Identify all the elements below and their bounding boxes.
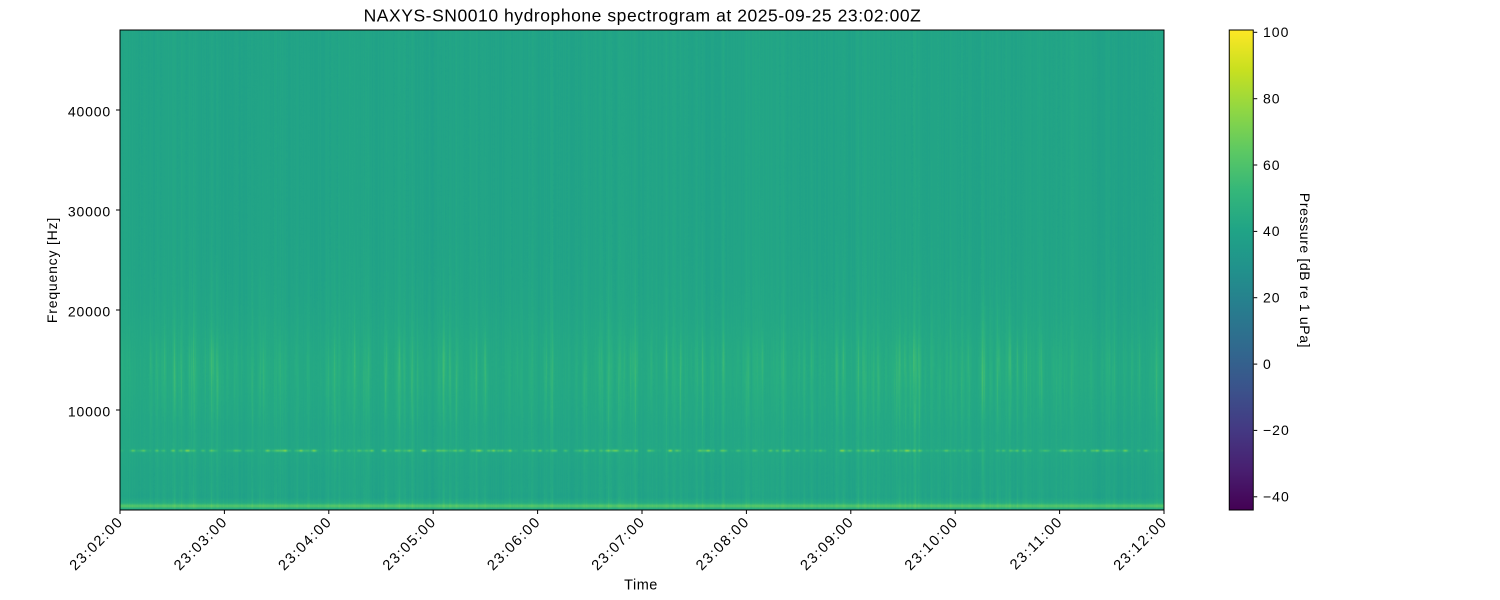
svg-text:23:07:00: 23:07:00 xyxy=(589,514,649,574)
svg-text:23:04:00: 23:04:00 xyxy=(276,514,336,574)
svg-text:40000: 40000 xyxy=(68,103,111,119)
svg-text:23:08:00: 23:08:00 xyxy=(693,514,753,574)
svg-text:0: 0 xyxy=(1263,356,1272,372)
svg-text:80: 80 xyxy=(1263,91,1281,107)
svg-text:23:03:00: 23:03:00 xyxy=(171,514,231,574)
svg-text:Pressure [dB re 1 uPa]: Pressure [dB re 1 uPa] xyxy=(1297,193,1313,348)
svg-text:23:11:00: 23:11:00 xyxy=(1007,514,1066,573)
svg-text:−40: −40 xyxy=(1263,489,1290,505)
svg-text:23:09:00: 23:09:00 xyxy=(798,514,858,574)
svg-text:NAXYS-SN0010 hydrophone spectr: NAXYS-SN0010 hydrophone spectrogram at 2… xyxy=(364,6,922,26)
svg-text:23:10:00: 23:10:00 xyxy=(902,514,962,574)
svg-text:23:05:00: 23:05:00 xyxy=(380,514,440,574)
svg-text:Time: Time xyxy=(624,578,658,594)
svg-text:20000: 20000 xyxy=(68,303,111,319)
svg-text:23:02:00: 23:02:00 xyxy=(67,514,127,574)
svg-text:100: 100 xyxy=(1263,24,1289,40)
svg-text:−20: −20 xyxy=(1263,422,1290,438)
svg-text:10000: 10000 xyxy=(68,403,111,419)
svg-text:40: 40 xyxy=(1263,223,1281,239)
svg-text:60: 60 xyxy=(1263,157,1281,173)
svg-text:20: 20 xyxy=(1263,290,1281,306)
svg-text:23:12:00: 23:12:00 xyxy=(1111,514,1171,574)
svg-text:30000: 30000 xyxy=(68,203,111,219)
svg-text:Frequency [Hz]: Frequency [Hz] xyxy=(44,217,60,323)
svg-text:23:06:00: 23:06:00 xyxy=(484,514,544,574)
